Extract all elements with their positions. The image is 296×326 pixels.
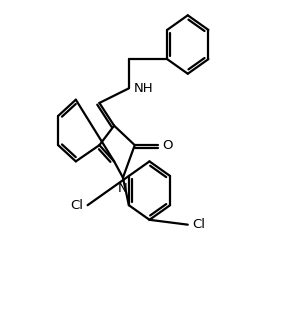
Text: Cl: Cl bbox=[70, 199, 83, 212]
Text: Cl: Cl bbox=[192, 218, 205, 231]
Text: NH: NH bbox=[133, 82, 153, 95]
Text: O: O bbox=[163, 139, 173, 152]
Text: N: N bbox=[118, 183, 128, 196]
